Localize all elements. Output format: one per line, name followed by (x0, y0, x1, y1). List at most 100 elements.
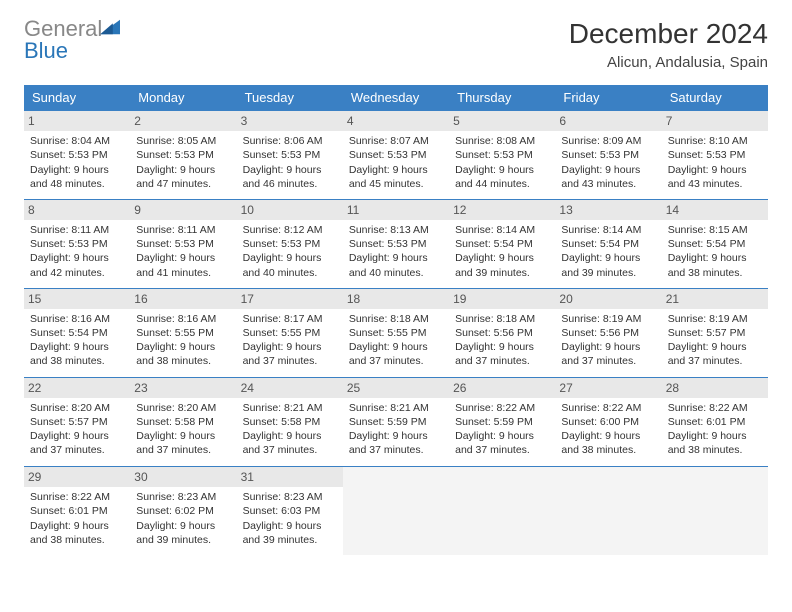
day-number: 30 (130, 466, 236, 487)
sunset-line: Sunset: 5:53 PM (561, 148, 655, 162)
day-number: 5 (449, 110, 555, 131)
logo-text-block: General Blue (24, 18, 122, 62)
sunset-line: Sunset: 5:56 PM (561, 326, 655, 340)
daylight-line: Daylight: 9 hours and 47 minutes. (136, 163, 230, 191)
calendar-day-cell: 7Sunrise: 8:10 AMSunset: 5:53 PMDaylight… (662, 110, 768, 199)
sunrise-line: Sunrise: 8:22 AM (455, 401, 549, 415)
calendar-day-cell: 14Sunrise: 8:15 AMSunset: 5:54 PMDayligh… (662, 199, 768, 288)
daylight-line: Daylight: 9 hours and 39 minutes. (561, 251, 655, 279)
daylight-line: Daylight: 9 hours and 46 minutes. (243, 163, 337, 191)
calendar-day-cell: 21Sunrise: 8:19 AMSunset: 5:57 PMDayligh… (662, 288, 768, 377)
daylight-line: Daylight: 9 hours and 37 minutes. (243, 429, 337, 457)
calendar-day-cell: 10Sunrise: 8:12 AMSunset: 5:53 PMDayligh… (237, 199, 343, 288)
calendar-day-cell: 17Sunrise: 8:17 AMSunset: 5:55 PMDayligh… (237, 288, 343, 377)
calendar-week-row: 1Sunrise: 8:04 AMSunset: 5:53 PMDaylight… (24, 110, 768, 199)
daylight-line: Daylight: 9 hours and 38 minutes. (668, 251, 762, 279)
logo-word2: Blue (24, 38, 68, 63)
weekday-header-row: Sunday Monday Tuesday Wednesday Thursday… (24, 85, 768, 110)
day-number: 15 (24, 288, 130, 309)
calendar-day-cell: 18Sunrise: 8:18 AMSunset: 5:55 PMDayligh… (343, 288, 449, 377)
calendar-day-cell: 29Sunrise: 8:22 AMSunset: 6:01 PMDayligh… (24, 466, 130, 555)
calendar-day-cell: 15Sunrise: 8:16 AMSunset: 5:54 PMDayligh… (24, 288, 130, 377)
day-number: 10 (237, 199, 343, 220)
day-number: 2 (130, 110, 236, 131)
calendar-day-cell: 2Sunrise: 8:05 AMSunset: 5:53 PMDaylight… (130, 110, 236, 199)
header: General Blue December 2024 Alicun, Andal… (24, 18, 768, 71)
weekday-header: Tuesday (237, 85, 343, 110)
calendar-day-cell: 28Sunrise: 8:22 AMSunset: 6:01 PMDayligh… (662, 377, 768, 466)
day-number: 18 (343, 288, 449, 309)
calendar-empty-cell (449, 466, 555, 555)
calendar-day-cell: 11Sunrise: 8:13 AMSunset: 5:53 PMDayligh… (343, 199, 449, 288)
calendar-day-cell: 24Sunrise: 8:21 AMSunset: 5:58 PMDayligh… (237, 377, 343, 466)
daylight-line: Daylight: 9 hours and 44 minutes. (455, 163, 549, 191)
day-number: 24 (237, 377, 343, 398)
sunrise-line: Sunrise: 8:18 AM (455, 312, 549, 326)
logo: General Blue (24, 18, 122, 62)
sunset-line: Sunset: 5:53 PM (243, 148, 337, 162)
sunset-line: Sunset: 5:55 PM (349, 326, 443, 340)
calendar-day-cell: 22Sunrise: 8:20 AMSunset: 5:57 PMDayligh… (24, 377, 130, 466)
sunrise-line: Sunrise: 8:08 AM (455, 134, 549, 148)
day-number: 21 (662, 288, 768, 309)
calendar-day-cell: 23Sunrise: 8:20 AMSunset: 5:58 PMDayligh… (130, 377, 236, 466)
calendar-day-cell: 13Sunrise: 8:14 AMSunset: 5:54 PMDayligh… (555, 199, 661, 288)
calendar-empty-cell (555, 466, 661, 555)
day-number: 3 (237, 110, 343, 131)
daylight-line: Daylight: 9 hours and 39 minutes. (455, 251, 549, 279)
sunset-line: Sunset: 5:59 PM (455, 415, 549, 429)
sunrise-line: Sunrise: 8:05 AM (136, 134, 230, 148)
calendar-day-cell: 9Sunrise: 8:11 AMSunset: 5:53 PMDaylight… (130, 199, 236, 288)
day-number: 9 (130, 199, 236, 220)
calendar-day-cell: 5Sunrise: 8:08 AMSunset: 5:53 PMDaylight… (449, 110, 555, 199)
sunrise-line: Sunrise: 8:19 AM (668, 312, 762, 326)
daylight-line: Daylight: 9 hours and 37 minutes. (561, 340, 655, 368)
sunrise-line: Sunrise: 8:21 AM (243, 401, 337, 415)
day-number: 22 (24, 377, 130, 398)
calendar-day-cell: 25Sunrise: 8:21 AMSunset: 5:59 PMDayligh… (343, 377, 449, 466)
day-number: 12 (449, 199, 555, 220)
sunset-line: Sunset: 5:54 PM (668, 237, 762, 251)
day-number: 25 (343, 377, 449, 398)
day-number: 13 (555, 199, 661, 220)
daylight-line: Daylight: 9 hours and 37 minutes. (136, 429, 230, 457)
day-number: 7 (662, 110, 768, 131)
sunrise-line: Sunrise: 8:13 AM (349, 223, 443, 237)
day-number: 29 (24, 466, 130, 487)
sunset-line: Sunset: 6:01 PM (30, 504, 124, 518)
calendar-day-cell: 3Sunrise: 8:06 AMSunset: 5:53 PMDaylight… (237, 110, 343, 199)
weekday-header: Saturday (662, 85, 768, 110)
sunset-line: Sunset: 6:00 PM (561, 415, 655, 429)
sunrise-line: Sunrise: 8:10 AM (668, 134, 762, 148)
calendar-day-cell: 8Sunrise: 8:11 AMSunset: 5:53 PMDaylight… (24, 199, 130, 288)
calendar-day-cell: 4Sunrise: 8:07 AMSunset: 5:53 PMDaylight… (343, 110, 449, 199)
weekday-header: Wednesday (343, 85, 449, 110)
daylight-line: Daylight: 9 hours and 38 minutes. (30, 519, 124, 547)
day-number: 19 (449, 288, 555, 309)
calendar-table: Sunday Monday Tuesday Wednesday Thursday… (24, 85, 768, 555)
calendar-day-cell: 31Sunrise: 8:23 AMSunset: 6:03 PMDayligh… (237, 466, 343, 555)
sunset-line: Sunset: 5:53 PM (349, 148, 443, 162)
sunrise-line: Sunrise: 8:07 AM (349, 134, 443, 148)
calendar-empty-cell (343, 466, 449, 555)
sunset-line: Sunset: 5:55 PM (136, 326, 230, 340)
daylight-line: Daylight: 9 hours and 42 minutes. (30, 251, 124, 279)
weekday-header: Monday (130, 85, 236, 110)
sunrise-line: Sunrise: 8:14 AM (561, 223, 655, 237)
calendar-empty-cell (662, 466, 768, 555)
sunrise-line: Sunrise: 8:16 AM (30, 312, 124, 326)
sunrise-line: Sunrise: 8:18 AM (349, 312, 443, 326)
sunrise-line: Sunrise: 8:16 AM (136, 312, 230, 326)
calendar-body: 1Sunrise: 8:04 AMSunset: 5:53 PMDaylight… (24, 110, 768, 555)
daylight-line: Daylight: 9 hours and 38 minutes. (561, 429, 655, 457)
sunset-line: Sunset: 5:53 PM (30, 237, 124, 251)
daylight-line: Daylight: 9 hours and 43 minutes. (668, 163, 762, 191)
sunrise-line: Sunrise: 8:22 AM (561, 401, 655, 415)
daylight-line: Daylight: 9 hours and 37 minutes. (30, 429, 124, 457)
sunset-line: Sunset: 5:53 PM (30, 148, 124, 162)
daylight-line: Daylight: 9 hours and 37 minutes. (243, 340, 337, 368)
sunset-line: Sunset: 6:01 PM (668, 415, 762, 429)
day-number: 11 (343, 199, 449, 220)
sunrise-line: Sunrise: 8:21 AM (349, 401, 443, 415)
sunrise-line: Sunrise: 8:11 AM (136, 223, 230, 237)
